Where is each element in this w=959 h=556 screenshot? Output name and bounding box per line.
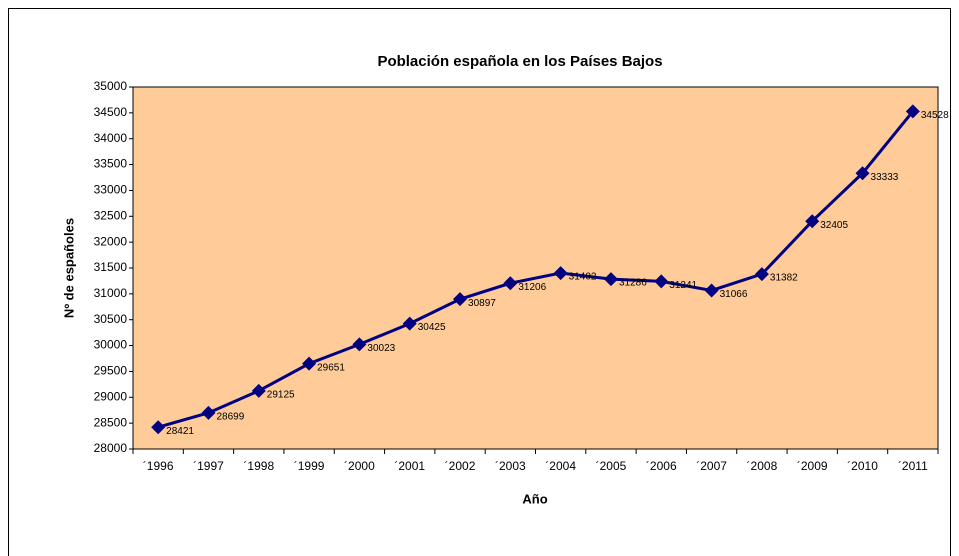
data-label: 28699 [216,411,244,422]
y-tick-label: 32500 [94,208,128,222]
y-tick-label: 31000 [94,286,128,300]
data-point [453,292,468,307]
y-tick-label: 29000 [94,389,128,403]
y-axis-label: Nº de españoles [61,218,76,318]
x-tick-label: ´2006 [646,459,677,473]
data-point [855,166,870,181]
data-label: 31402 [569,272,597,283]
x-tick-label: ´1999 [294,459,325,473]
data-label: 31206 [518,282,546,293]
x-tick-label: ´2011 [898,459,928,473]
data-point [603,272,618,287]
y-tick-label: 31500 [94,260,128,274]
y-tick-label: 34500 [94,105,128,119]
data-point [302,356,317,371]
data-label: 28421 [166,426,194,437]
y-tick-label: 34000 [94,131,128,145]
data-label: 30897 [468,298,496,309]
data-label: 31066 [720,289,748,300]
data-point [704,283,719,298]
x-tick-label: ´2009 [797,459,828,473]
data-label: 29651 [317,362,345,373]
plot-area [132,86,939,450]
y-tick-label: 33500 [94,157,128,171]
x-tick-label: ´2003 [495,459,526,473]
data-point [805,214,820,229]
data-point [905,104,920,119]
data-label: 33333 [871,172,899,183]
data-label: 32405 [820,220,848,231]
x-tick-label: ´2002 [445,459,476,473]
y-tick-label: 35000 [94,79,128,93]
data-label: 34528 [921,110,949,121]
y-tick-label: 29500 [94,364,128,378]
data-label: 31241 [669,280,697,291]
chart-title: Población española en los Países Bajos [377,53,662,70]
series-line [157,110,915,429]
x-tick-label: ´2004 [545,459,576,473]
x-tick-label: ´1997 [193,459,224,473]
x-tick-label: ´1998 [243,459,274,473]
data-label: 29125 [267,389,295,400]
x-tick-label: ´2005 [596,459,627,473]
x-tick-label: ´2008 [747,459,778,473]
data-point [503,276,518,291]
data-point [654,274,669,289]
x-tick-label: ´2010 [847,459,878,473]
x-tick-label: ´2000 [344,459,375,473]
x-tick-label: ´2007 [696,459,727,473]
y-tick-label: 32000 [94,234,128,248]
x-tick-label: ´2001 [394,459,425,473]
y-tick-label: 30000 [94,338,128,352]
data-point [553,266,568,281]
data-point [151,420,166,435]
x-tick-label: ´1996 [143,459,174,473]
data-point [754,267,769,282]
y-tick-label: 30500 [94,312,128,326]
data-point [251,383,266,398]
data-point [402,316,417,331]
data-label: 30425 [418,322,446,333]
data-point [352,337,367,352]
y-tick-label: 33000 [94,183,128,197]
x-axis-label: Año [522,491,547,506]
data-point [201,405,216,420]
data-label: 31286 [619,278,647,289]
data-label: 31382 [770,273,798,284]
y-tick-label: 28000 [94,441,128,455]
data-label: 30023 [367,343,395,354]
y-tick-label: 28500 [94,415,128,429]
